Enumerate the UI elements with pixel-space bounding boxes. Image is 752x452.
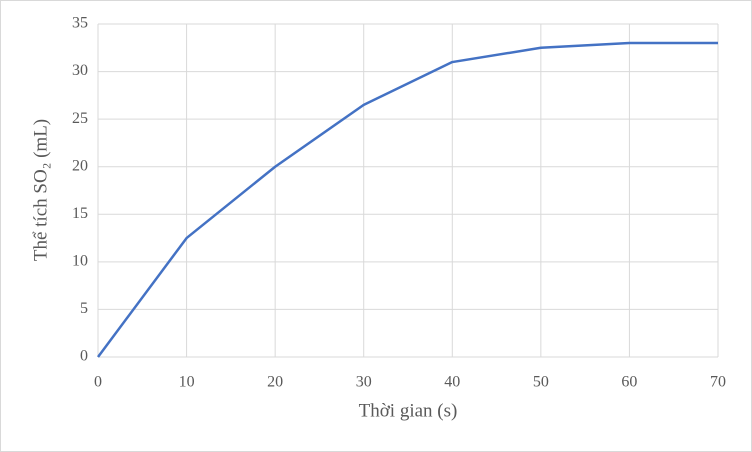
x-tick-label: 10 xyxy=(179,374,195,391)
y-tick-label: 35 xyxy=(72,15,88,32)
x-tick-label: 30 xyxy=(356,374,372,391)
x-axis-label: Thời gian (s) xyxy=(359,400,458,421)
x-tick-label: 60 xyxy=(621,374,637,391)
y-tick-label: 5 xyxy=(80,300,88,317)
y-tick-label: 30 xyxy=(72,62,88,79)
y-tick-label: 0 xyxy=(80,348,88,365)
y-axis-label: Thể tích SO₂ (mL) xyxy=(30,119,51,261)
x-tick-label: 70 xyxy=(710,374,726,391)
y-tick-label: 20 xyxy=(72,157,88,174)
x-tick-label: 0 xyxy=(94,374,102,391)
x-tick-label: 40 xyxy=(444,374,460,391)
y-tick-label: 10 xyxy=(72,253,88,270)
x-tick-label: 20 xyxy=(267,374,283,391)
y-tick-label: 25 xyxy=(72,110,88,127)
x-tick-label: 50 xyxy=(533,374,549,391)
y-tick-label: 15 xyxy=(72,205,88,222)
data-line xyxy=(96,41,718,358)
